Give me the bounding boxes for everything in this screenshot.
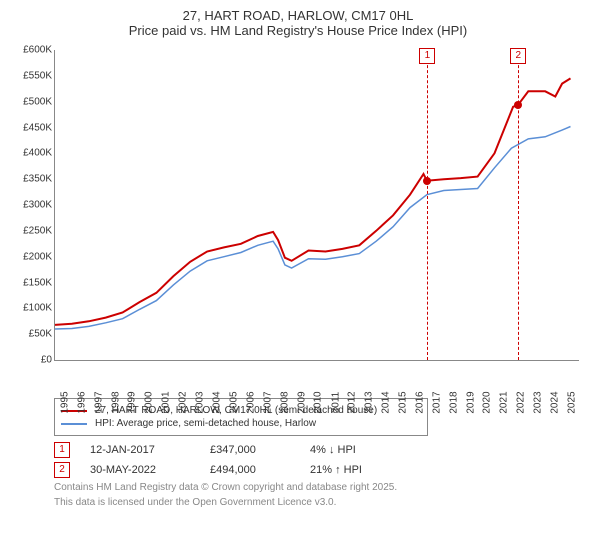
event-marker-dot [423,177,431,185]
event-marker-dot [514,101,522,109]
event-marker-line [427,50,428,360]
event-marker-box: 2 [510,48,526,64]
series-line [55,78,571,325]
y-tick-label: £400K [8,148,52,159]
credit-line2: This data is licensed under the Open Gov… [54,497,588,508]
event-row: 1 12-JAN-2017£347,0004% ↓ HPI [54,442,588,458]
event-date: 12-JAN-2017 [90,444,210,456]
y-tick-label: £250K [8,225,52,236]
y-tick-label: £100K [8,303,52,314]
y-tick-label: £50K [8,329,52,340]
event-number-box: 1 [54,442,70,458]
chart-area: 12 £0£50K£100K£150K£200K£250K£300K£350K£… [8,44,588,394]
event-price: £347,000 [210,444,310,456]
event-date: 30-MAY-2022 [90,464,210,476]
y-tick-label: £450K [8,122,52,133]
x-tick-label: 2025 [561,377,591,388]
legend-label: HPI: Average price, semi-detached house,… [95,418,316,429]
event-diff: 4% ↓ HPI [310,444,510,456]
event-price: £494,000 [210,464,310,476]
event-marker-line [518,50,519,360]
event-row: 2 30-MAY-2022£494,00021% ↑ HPI [54,462,588,478]
y-tick-label: £200K [8,251,52,262]
chart-title-line2: Price paid vs. HM Land Registry's House … [8,23,588,38]
y-tick-label: £0 [8,355,52,366]
credit-line1: Contains HM Land Registry data © Crown c… [54,482,588,493]
legend-swatch [61,423,87,425]
lines-svg [55,50,579,360]
events-table: 1 12-JAN-2017£347,0004% ↓ HPI 2 30-MAY-2022… [54,442,588,478]
legend-item: HPI: Average price, semi-detached house,… [61,418,421,429]
y-tick-label: £300K [8,200,52,211]
y-tick-label: £550K [8,70,52,81]
y-tick-label: £500K [8,96,52,107]
y-tick-label: £600K [8,45,52,56]
y-tick-label: £350K [8,174,52,185]
chart-container: 27, HART ROAD, HARLOW, CM17 0HL Price pa… [8,8,588,508]
chart-title-line1: 27, HART ROAD, HARLOW, CM17 0HL [8,8,588,23]
plot-area: 12 [54,50,579,361]
y-tick-label: £150K [8,277,52,288]
event-marker-box: 1 [419,48,435,64]
series-line [55,127,571,330]
event-number-box: 2 [54,462,70,478]
event-diff: 21% ↑ HPI [310,464,510,476]
